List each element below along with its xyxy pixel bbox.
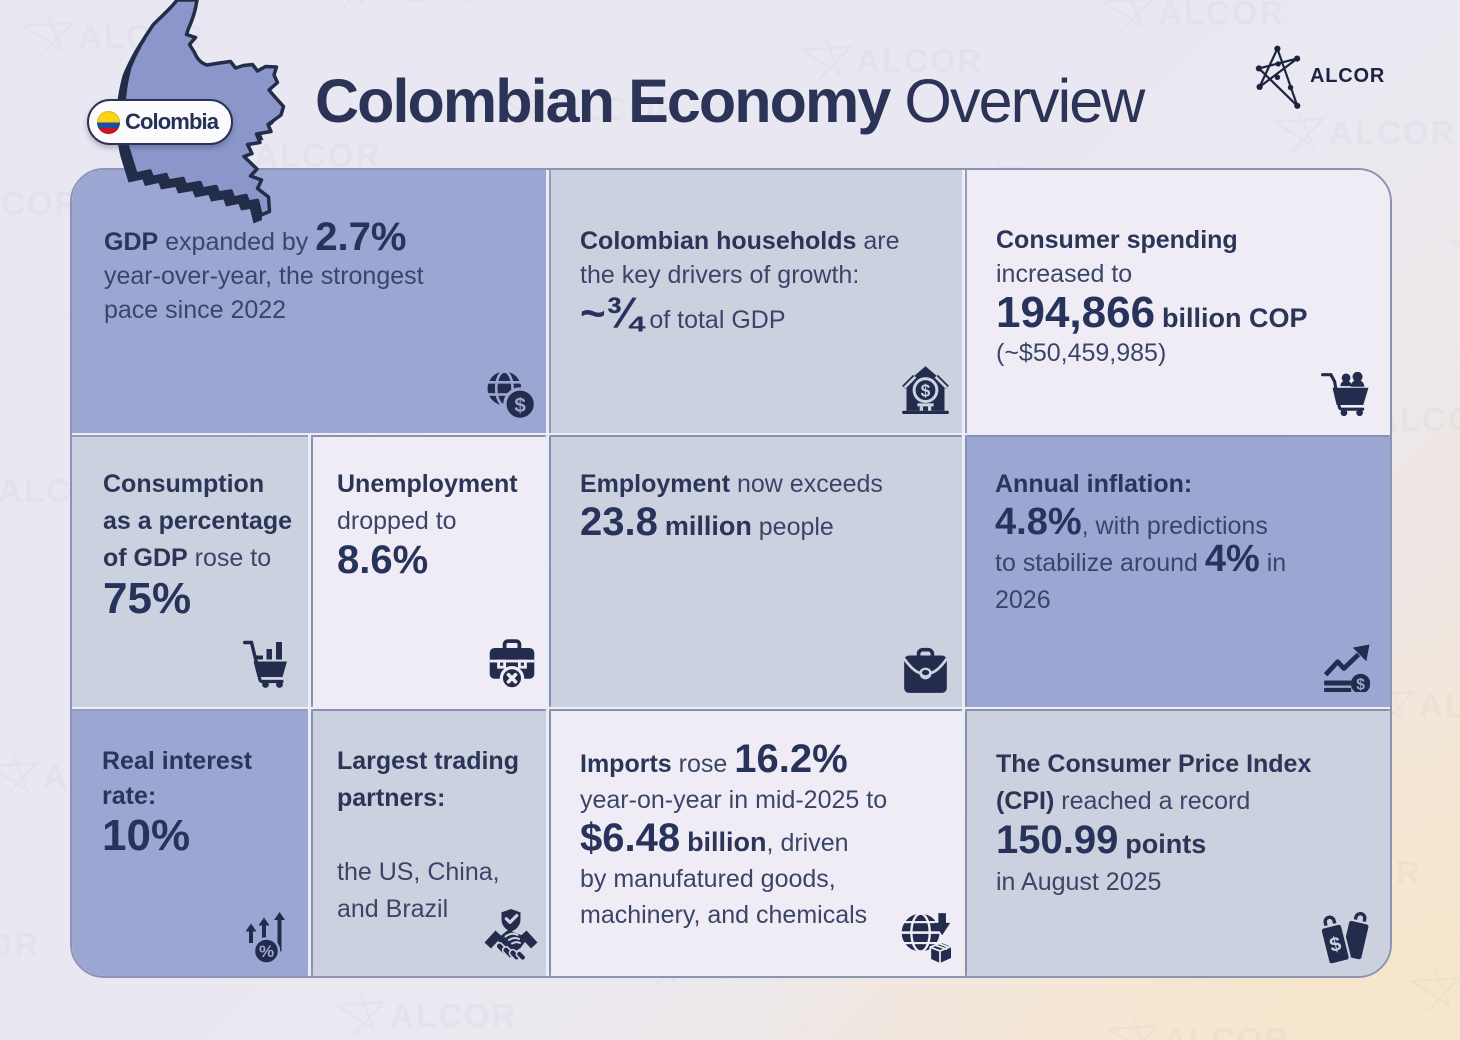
svg-text:$: $ <box>1327 933 1343 957</box>
svg-text:$: $ <box>1356 676 1365 692</box>
svg-text:%: % <box>259 942 274 961</box>
svg-text:$: $ <box>514 394 526 417</box>
svg-text:$: $ <box>921 381 931 401</box>
